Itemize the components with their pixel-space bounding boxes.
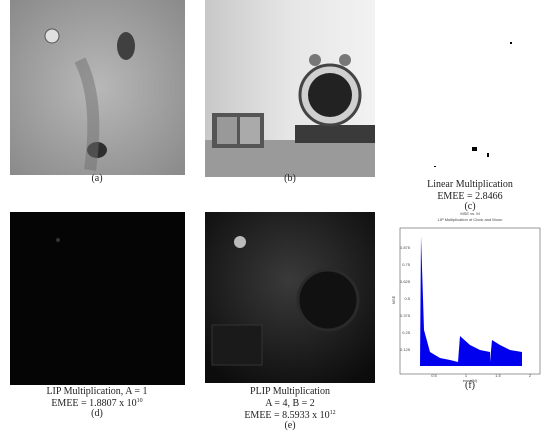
plot-f bbox=[400, 228, 540, 374]
caption-line: Linear Multiplication bbox=[427, 179, 513, 190]
panel-label: (e) bbox=[284, 420, 295, 431]
caption-text: Linear Multiplication bbox=[427, 179, 513, 190]
image-b bbox=[205, 0, 375, 177]
caption-superscript: 12 bbox=[330, 410, 336, 416]
caption-line: A = 4, B = 2 bbox=[265, 398, 315, 409]
panel-label: (a) bbox=[91, 173, 102, 184]
caption-text: LIP Multiplication, A = 1 bbox=[46, 386, 147, 397]
y-tick-label: 0.75 bbox=[402, 262, 411, 267]
caption-text: PLIP Multiplication bbox=[250, 386, 330, 397]
page: (a)(b)Linear MultiplicationEMEE = 2.8466… bbox=[0, 0, 546, 433]
x-tick-label: 0.5 bbox=[431, 373, 437, 378]
y-axis-label: MSE bbox=[391, 295, 396, 304]
y-tick-label: 0.125 bbox=[400, 347, 411, 352]
caption-superscript: 10 bbox=[137, 398, 143, 404]
image-c bbox=[434, 42, 512, 167]
x-tick-label: 1.5 bbox=[495, 373, 501, 378]
y-tick-label: 0.375 bbox=[400, 313, 411, 318]
image-a bbox=[10, 0, 185, 175]
plot-subtitle: LIP Multiplication of Clock and Moon bbox=[438, 217, 503, 222]
caption-text: A = 4, B = 2 bbox=[265, 398, 315, 409]
panel-label: (b) bbox=[284, 173, 296, 184]
y-tick-label: 0.25 bbox=[402, 330, 411, 335]
y-tick-label: 0.625 bbox=[400, 279, 411, 284]
plot-title: MSE vs. M bbox=[460, 211, 479, 216]
caption-line: LIP Multiplication, A = 1 bbox=[46, 386, 147, 397]
figure: (a)(b)Linear MultiplicationEMEE = 2.8466… bbox=[0, 0, 546, 433]
y-tick-label: 0.875 bbox=[400, 245, 411, 250]
y-tick-label: 0.5 bbox=[404, 296, 410, 301]
panel-label: (d) bbox=[91, 408, 103, 419]
image-d bbox=[10, 212, 185, 385]
caption-line: PLIP Multiplication bbox=[250, 386, 330, 397]
image-e bbox=[205, 212, 375, 383]
x-axis-label: error(M) bbox=[463, 378, 478, 383]
